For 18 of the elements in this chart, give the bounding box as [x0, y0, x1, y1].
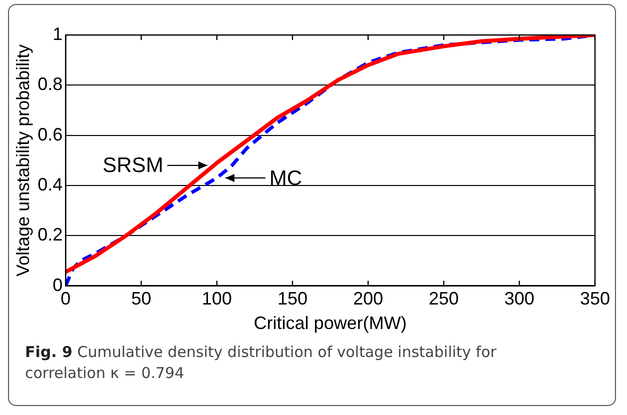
- x-tick-label: 300: [504, 288, 534, 309]
- caption: Fig. 9 Cumulative density distribution of voltage instability for correlation κ = 0.794: [25, 342, 498, 384]
- y-tick-label: 1: [52, 24, 63, 44]
- x-axis-title: Critical power(MW): [254, 313, 407, 334]
- annotation: MC: [269, 166, 302, 190]
- y-tick-label: 0: [52, 274, 63, 295]
- x-tick-label: 250: [428, 288, 459, 309]
- annotation: SRSM: [102, 154, 164, 178]
- x-tick-label: 150: [277, 288, 308, 309]
- y-tick-label: 0.6: [38, 124, 63, 144]
- y-tick-label: 0.2: [38, 224, 63, 245]
- x-tick-label: 350: [580, 288, 610, 309]
- x-tick-label: 200: [353, 288, 384, 309]
- y-axis-title: Voltage unstability probability: [12, 44, 33, 276]
- y-tick-label: 0.4: [38, 174, 63, 194]
- x-tick-label: 100: [202, 288, 232, 309]
- x-tick-label: 50: [131, 288, 152, 309]
- y-tick-label: 0.8: [38, 74, 63, 94]
